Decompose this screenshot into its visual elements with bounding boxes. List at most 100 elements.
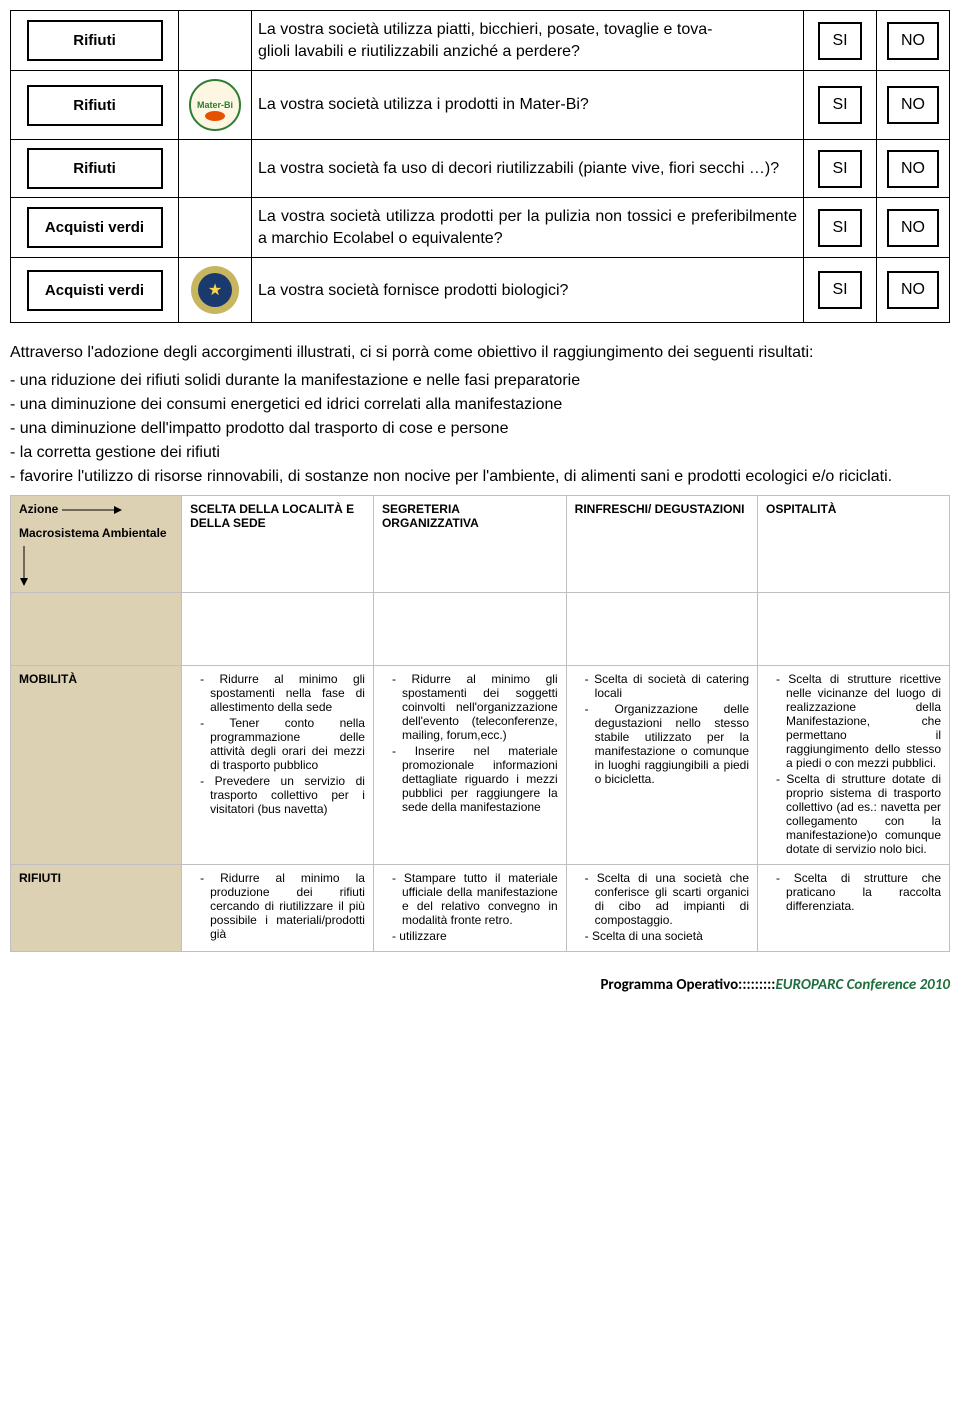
yes-cell: SI <box>804 140 877 198</box>
question-text: La vostra società utilizza prodotti per … <box>258 206 797 249</box>
matrix-cell: Scelta di società di catering localiOrga… <box>566 666 757 865</box>
result-bullet: - una diminuzione dell'impatto prodotto … <box>10 417 950 441</box>
results-bullets: - una riduzione dei rifiuti solidi duran… <box>10 369 950 489</box>
matrix-cell-item: Scelta di una società <box>585 929 749 943</box>
question-cell: La vostra società fa uso di decori riuti… <box>252 140 804 198</box>
question-text: La vostra società fa uso di decori riuti… <box>258 158 797 180</box>
matrix-col: OSPITALITÀ <box>758 496 950 593</box>
question-cell: La vostra società utilizza prodotti per … <box>252 198 804 258</box>
footer-label: Programma Operativo::::::::: <box>600 976 775 994</box>
category-cell: Acquisti verdi <box>11 258 179 323</box>
result-bullet: - la corretta gestione dei rifiuti <box>10 441 950 465</box>
no-box[interactable]: NO <box>887 150 939 188</box>
category-cell: Rifiuti <box>11 71 179 140</box>
matrix-cell-item: Stampare tutto il materiale ufficiale de… <box>392 871 558 927</box>
category-box: Acquisti verdi <box>27 207 163 248</box>
icon-cell <box>179 140 252 198</box>
category-cell: Acquisti verdi <box>11 198 179 258</box>
matrix-cell: Ridurre al minimo gli spostamenti dei so… <box>373 666 566 865</box>
question-cell: La vostra società utilizza piatti, bicch… <box>252 11 804 71</box>
matrix-cell-item: Scelta di società di catering locali <box>585 672 749 700</box>
no-cell: NO <box>877 258 950 323</box>
matrix-cell-item: Inserire nel materiale promozionale info… <box>392 744 558 814</box>
yes-box[interactable]: SI <box>818 86 861 124</box>
matrix-cell: Stampare tutto il materiale ufficiale de… <box>373 865 566 952</box>
matrix-corner: Azione Macrosistema Ambientale <box>11 496 182 593</box>
category-box: Rifiuti <box>27 148 163 189</box>
eu-organic-icon: ★ <box>191 266 239 314</box>
matrix-cell-item: Scelta di strutture ricettive nelle vici… <box>776 672 941 770</box>
icon-cell <box>179 11 252 71</box>
intro-text: Attraverso l'adozione degli accorgimenti… <box>10 341 950 365</box>
matrix-col: RINFRESCHI/ DEGUSTAZIONI <box>566 496 757 593</box>
question-cell: La vostra società utilizza i prodotti in… <box>252 71 804 140</box>
matrix-cell-list: Stampare tutto il materiale ufficiale de… <box>382 871 558 943</box>
no-cell: NO <box>877 11 950 71</box>
footer: Programma Operativo:::::::::EUROPARC Con… <box>10 976 950 994</box>
category-box: Rifiuti <box>27 85 163 126</box>
matrix-cell: Scelta di strutture ricettive nelle vici… <box>758 666 950 865</box>
result-bullet: - una riduzione dei rifiuti solidi duran… <box>10 369 950 393</box>
matrix-cell-item: Organizzazione delle degustazioni nello … <box>585 702 749 786</box>
matrix-cell-list: Scelta di strutture ricettive nelle vici… <box>766 672 941 856</box>
question-cell: La vostra società fornisce prodotti biol… <box>252 258 804 323</box>
question-text: La vostra società fornisce prodotti biol… <box>258 280 797 302</box>
matrix-cell-item: Scelta di strutture che praticano la rac… <box>776 871 941 913</box>
matrix-cell-list: Ridurre al minimo gli spostamenti dei so… <box>382 672 558 814</box>
arrow-down-icon <box>19 546 29 586</box>
category-cell: Rifiuti <box>11 140 179 198</box>
matrix-cell-item: Ridurre al minimo la produzione dei rifi… <box>200 871 365 941</box>
macrosistema-label: Macrosistema Ambientale <box>19 526 167 540</box>
matrix-cell-item: Ridurre al minimo gli spostamenti nella … <box>200 672 365 714</box>
icon-cell: Mater-Bi <box>179 71 252 140</box>
no-cell: NO <box>877 71 950 140</box>
materbi-icon: Mater-Bi <box>189 79 241 131</box>
matrix-cell-list: Ridurre al minimo gli spostamenti nella … <box>190 672 365 816</box>
footer-event: EUROPARC Conference 2010 <box>775 976 950 994</box>
category-cell: Rifiuti <box>11 11 179 71</box>
matrix-cell: Scelta di strutture che praticano la rac… <box>758 865 950 952</box>
matrix-cell-item: utilizzare <box>392 929 558 943</box>
matrix-cell-list: Scelta di strutture che praticano la rac… <box>766 871 941 913</box>
no-box[interactable]: NO <box>887 86 939 124</box>
question-text: La vostra società utilizza i prodotti in… <box>258 94 797 116</box>
matrix-cell: Ridurre al minimo gli spostamenti nella … <box>182 666 374 865</box>
icon-cell <box>179 198 252 258</box>
question-text: La vostra società utilizza piatti, bicch… <box>258 19 797 62</box>
icon-cell: ★ <box>179 258 252 323</box>
arrow-right-icon <box>62 505 122 515</box>
questions-table: Rifiuti La vostra società utilizza piatti… <box>10 10 950 323</box>
no-box[interactable]: NO <box>887 271 939 309</box>
yes-box[interactable]: SI <box>818 150 861 188</box>
matrix-col: SEGRETERIA ORGANIZZATIVA <box>373 496 566 593</box>
matrix-cell-list: Scelta di società di catering localiOrga… <box>575 672 749 786</box>
matrix-spacer <box>11 593 182 666</box>
matrix-cell-item: Ridurre al minimo gli spostamenti dei so… <box>392 672 558 742</box>
no-cell: NO <box>877 140 950 198</box>
matrix-cell: Ridurre al minimo la produzione dei rifi… <box>182 865 374 952</box>
no-cell: NO <box>877 198 950 258</box>
yes-box[interactable]: SI <box>818 22 861 60</box>
yes-cell: SI <box>804 71 877 140</box>
matrix-cell-item: Tener conto nella programmazione delle a… <box>200 716 365 772</box>
azione-label: Azione <box>19 502 58 516</box>
yes-cell: SI <box>804 11 877 71</box>
yes-box[interactable]: SI <box>818 209 861 247</box>
matrix-cell-item: Prevedere un servizio di trasporto colle… <box>200 774 365 816</box>
matrix-cell-list: Ridurre al minimo la produzione dei rifi… <box>190 871 365 941</box>
yes-box[interactable]: SI <box>818 271 861 309</box>
matrix-row-label: MOBILITÀ <box>11 666 182 865</box>
matrix-col: SCELTA DELLA LOCALITÀ E DELLA SEDE <box>182 496 374 593</box>
matrix-cell-item: Scelta di una società che conferisce gli… <box>585 871 749 927</box>
result-bullet: - favorire l'utilizzo di risorse rinnova… <box>10 465 950 489</box>
matrix-cell: Scelta di una società che conferisce gli… <box>566 865 757 952</box>
yes-cell: SI <box>804 198 877 258</box>
no-box[interactable]: NO <box>887 209 939 247</box>
result-bullet: - una diminuzione dei consumi energetici… <box>10 393 950 417</box>
category-box: Rifiuti <box>27 20 163 61</box>
matrix-cell-list: Scelta di una società che conferisce gli… <box>575 871 749 943</box>
no-box[interactable]: NO <box>887 22 939 60</box>
action-matrix: Azione Macrosistema Ambientale SCELTA DE… <box>10 495 950 952</box>
category-box: Acquisti verdi <box>27 270 163 311</box>
matrix-cell-item: Scelta di strutture dotate di proprio si… <box>776 772 941 856</box>
